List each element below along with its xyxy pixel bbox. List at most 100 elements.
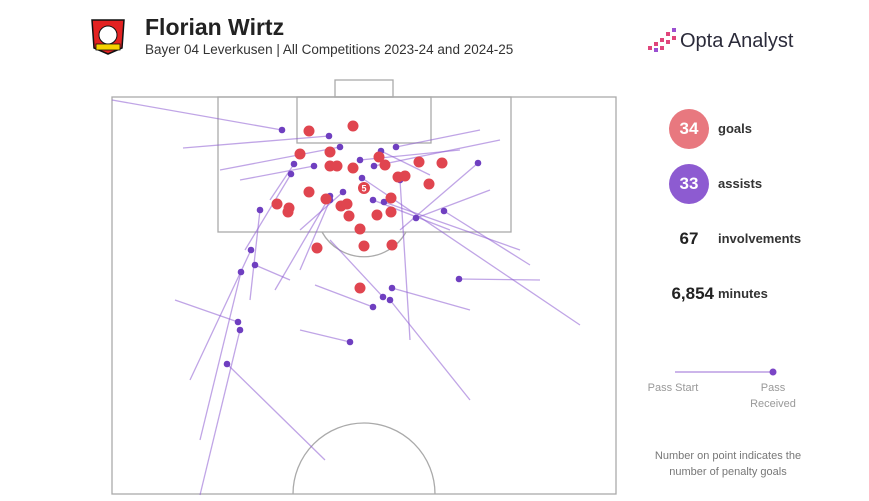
pass-line	[244, 173, 292, 251]
pass-line	[329, 239, 384, 298]
goal-point	[294, 148, 306, 160]
pass-line	[199, 271, 242, 441]
pass-line	[391, 287, 471, 311]
club-badge	[91, 19, 125, 55]
goal-point	[354, 223, 366, 235]
goal-point	[436, 157, 448, 169]
goal-point	[386, 239, 398, 251]
assist-point	[369, 303, 377, 311]
stat-label: goals	[718, 121, 752, 136]
assist-point	[474, 159, 482, 167]
pass-line	[274, 195, 331, 291]
pass-line	[458, 278, 541, 281]
goal-point	[385, 206, 397, 218]
assist-point	[223, 360, 231, 368]
stat-value: 6,854	[671, 284, 714, 303]
assist-point	[412, 214, 420, 222]
pass-line	[199, 329, 241, 496]
goal-point	[371, 209, 383, 221]
note: Number on point indicates the number of …	[654, 450, 802, 478]
assist-point	[237, 268, 245, 276]
goal-point	[343, 210, 355, 222]
goal-point	[347, 120, 359, 132]
goal-point	[385, 192, 397, 204]
goal-point	[354, 282, 366, 294]
pass-line	[443, 210, 531, 266]
goal-point	[423, 178, 435, 190]
pass-line	[111, 99, 283, 131]
goal-point	[379, 159, 391, 171]
goal-point	[413, 156, 425, 168]
assist-point	[386, 296, 394, 304]
assist-point	[455, 275, 463, 283]
goal-point	[399, 170, 411, 182]
goal-point	[324, 146, 336, 158]
goal-point	[331, 160, 343, 172]
assist-point	[356, 156, 364, 164]
goal-point	[303, 125, 315, 137]
penalty-count: 5	[361, 184, 366, 194]
pass-line	[380, 150, 431, 176]
goal-point	[303, 186, 315, 198]
goal-point	[373, 151, 385, 163]
pass-line	[399, 179, 411, 341]
pass-line	[299, 199, 331, 271]
legend-dot	[769, 368, 777, 376]
pass-line	[399, 162, 479, 231]
goal-point	[271, 198, 283, 210]
pass-line	[249, 209, 261, 301]
assist-point	[388, 284, 396, 292]
assist-point	[247, 246, 255, 254]
goals-badge	[669, 109, 709, 149]
pass-line	[299, 329, 351, 343]
assist-point	[369, 196, 377, 204]
assist-point	[346, 338, 354, 346]
penalty-goal-point	[358, 182, 370, 194]
goal-point	[320, 193, 332, 205]
pass-line	[415, 189, 491, 219]
goal-point	[311, 242, 323, 254]
stat-label: assists	[718, 176, 763, 191]
assist-point	[370, 162, 378, 170]
stat-label: involvements	[718, 231, 802, 246]
assist-point	[358, 174, 366, 182]
stat-label: minutes	[718, 286, 768, 301]
legend-end: Pass Received	[750, 382, 796, 410]
pass-line	[395, 129, 481, 148]
goal-point	[358, 240, 370, 252]
pass-line	[182, 135, 330, 149]
pass-line	[254, 264, 291, 281]
title: Florian Wirtz	[145, 14, 285, 40]
assist-point	[379, 293, 387, 301]
goal-point	[282, 206, 294, 218]
legend-start: Pass Start	[647, 382, 699, 394]
pass-line	[389, 299, 471, 401]
assist-point	[234, 318, 242, 326]
assist-point	[392, 143, 400, 151]
assist-point	[310, 162, 318, 170]
assist-point	[440, 207, 448, 215]
pass-line	[226, 363, 326, 461]
pass-line	[383, 201, 521, 251]
pass-line	[314, 284, 374, 308]
pass-line	[219, 146, 341, 171]
assist-point	[251, 261, 259, 269]
stat-value: 67	[679, 229, 699, 248]
assist-point	[380, 198, 388, 206]
brand-logo	[648, 28, 676, 52]
goal-point	[341, 198, 353, 210]
pass-line	[269, 163, 295, 201]
stat-value: 33	[679, 174, 699, 193]
assist-point	[336, 143, 344, 151]
pass-line	[373, 139, 501, 167]
subtitle: Bayer 04 Leverkusen | All Competitions 2…	[145, 42, 514, 57]
pass-line	[174, 299, 239, 323]
assists-badge	[669, 164, 709, 204]
assist-point	[339, 188, 347, 196]
pass-line	[239, 165, 315, 181]
assist-point	[236, 326, 244, 334]
assist-point	[325, 132, 333, 140]
brand: Opta Analyst	[680, 30, 794, 52]
